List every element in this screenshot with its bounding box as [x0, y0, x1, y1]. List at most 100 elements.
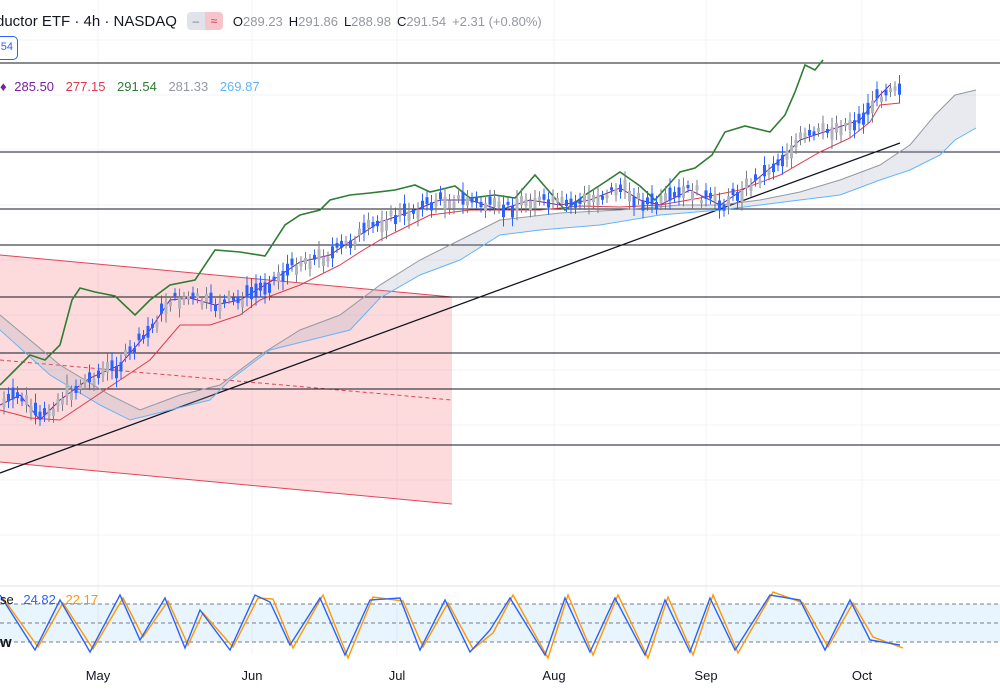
- candle-body: [488, 196, 492, 205]
- ohlc-readout: O289.23 H291.86 L288.98 C291.54 +2.31 (+0.80…: [233, 14, 548, 29]
- candle-body: [758, 180, 762, 184]
- candle-body: [124, 349, 127, 356]
- candle-body: [808, 129, 811, 136]
- candle-body: [583, 193, 586, 203]
- candle-body: [362, 222, 366, 234]
- ichimoku-base-value: 277.15: [65, 79, 106, 94]
- candle-body: [101, 368, 105, 376]
- open-value: 289.23: [243, 13, 283, 29]
- candle-body: [47, 410, 51, 416]
- candle-body: [20, 397, 24, 402]
- candle-body: [290, 258, 294, 266]
- candle-body: [556, 198, 559, 203]
- candle-body: [313, 254, 316, 260]
- stochastic-k-line: [0, 593, 901, 657]
- candle-body: [826, 129, 829, 133]
- candle-body: [349, 240, 352, 249]
- candle-body: [25, 395, 28, 405]
- candle-body: [493, 197, 496, 207]
- candle-body: [736, 192, 739, 201]
- candle-body: [767, 169, 771, 175]
- trend-line: [0, 142, 901, 474]
- candle-body: [731, 188, 735, 196]
- stochastic-d-line: [2, 591, 904, 660]
- candle-body: [115, 366, 118, 379]
- candle-body: [160, 303, 163, 314]
- candle-body: [236, 296, 240, 304]
- candle-body: [218, 301, 222, 312]
- candle-body: [448, 200, 451, 209]
- candle-body: [614, 189, 618, 196]
- candle-body: [196, 293, 199, 299]
- candle-body: [812, 131, 816, 136]
- candle-body: [655, 201, 658, 209]
- candle-body: [587, 193, 591, 206]
- candle-body: [619, 184, 622, 192]
- ichimoku-conversion-value: 285.50: [14, 79, 55, 94]
- candle-body: [178, 297, 181, 309]
- candle-body: [565, 199, 568, 206]
- candle-body: [119, 362, 123, 372]
- candle-body: [772, 163, 775, 173]
- candle-body: [128, 346, 132, 354]
- candle-body: [137, 333, 141, 341]
- candle-body: [272, 276, 276, 281]
- candle-body: [560, 196, 564, 204]
- candle-body: [241, 299, 244, 308]
- candle-body: [551, 195, 555, 203]
- candle-body: [394, 215, 397, 224]
- candle-body: [331, 246, 334, 259]
- candle-body: [722, 204, 726, 211]
- candle-body: [677, 187, 681, 198]
- candle-body: [457, 195, 460, 199]
- change-value: +2.31 (+0.80%): [452, 13, 542, 29]
- candle-body: [371, 222, 375, 228]
- diamond-icon: ♦: [0, 79, 7, 94]
- candle-body: [214, 304, 217, 311]
- candle-body: [133, 348, 136, 354]
- close-label: C: [396, 13, 407, 29]
- month-label: Oct: [851, 668, 873, 683]
- candle-body: [745, 178, 748, 189]
- candle-body: [182, 296, 186, 301]
- candle-body: [880, 96, 883, 103]
- minus-icon[interactable]: –: [186, 12, 205, 30]
- candle-body: [475, 197, 478, 203]
- candle-body: [871, 100, 874, 114]
- candle-body: [155, 321, 159, 328]
- candle-body: [191, 292, 195, 299]
- month-label: Jun: [241, 668, 263, 683]
- candle-body: [416, 209, 420, 219]
- candle-body: [781, 154, 784, 167]
- candle-body: [34, 402, 37, 416]
- candle-body: [16, 392, 19, 399]
- candle-body: [605, 194, 609, 199]
- symbol-title[interactable]: ductor ETF · 4h · NASDAQ: [0, 12, 177, 30]
- chart-mode-toggle[interactable]: – ≈: [186, 12, 223, 30]
- candle-body: [38, 411, 42, 420]
- candle-body: [700, 200, 703, 204]
- candle-body: [245, 285, 249, 298]
- candle-body: [11, 387, 15, 400]
- candle-body: [308, 261, 312, 270]
- candle-body: [547, 199, 550, 208]
- candle-body: [398, 209, 402, 216]
- price-tag[interactable]: 54: [0, 36, 18, 60]
- candle-body: [632, 196, 636, 208]
- candle-body: [29, 405, 33, 414]
- candle-body: [470, 197, 474, 203]
- candle-body: [839, 127, 843, 136]
- time-axis[interactable]: May Jun Jul Aug Sep Oct: [0, 668, 1000, 688]
- candle-body: [142, 334, 145, 339]
- approx-icon[interactable]: ≈: [204, 12, 223, 30]
- candle-body: [353, 241, 357, 246]
- candle-body: [601, 195, 604, 200]
- candle-body: [259, 282, 262, 291]
- candle-body: [776, 159, 780, 166]
- candle-body: [407, 210, 411, 221]
- ichimoku-legend: ♦ 285.50 277.15 291.54 281.33 269.87: [0, 79, 268, 94]
- candle-body: [151, 323, 154, 329]
- candle-body: [70, 392, 73, 401]
